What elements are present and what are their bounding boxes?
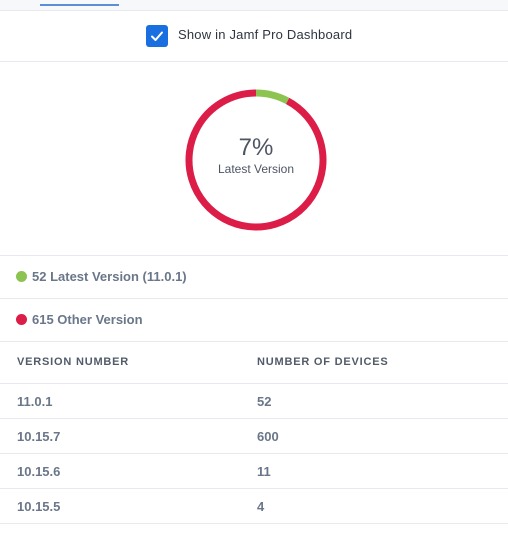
legend-item-latest: 52 Latest Version (11.0.1) (0, 256, 508, 299)
latest-version-percent: 7% (238, 134, 274, 161)
show-in-dashboard-checkbox[interactable] (146, 25, 168, 47)
version-table-header: VERSION NUMBER NUMBER OF DEVICES (0, 342, 508, 384)
version-cell: 10.15.5 (17, 499, 61, 514)
legend-label-other: 615 Other Version (32, 312, 143, 327)
show-in-dashboard-label[interactable]: Show in Jamf Pro Dashboard (178, 27, 353, 42)
tab-bar (0, 0, 508, 11)
legend-item-other: 615 Other Version (0, 299, 508, 342)
version-cell: 10.15.7 (17, 429, 61, 444)
table-row: 10.15.6 11 (0, 454, 508, 489)
device-count-cell: 600 (257, 429, 279, 444)
active-tab-indicator[interactable] (40, 4, 119, 6)
legend-label-latest: 52 Latest Version (11.0.1) (32, 269, 187, 284)
version-cell: 10.15.6 (17, 464, 61, 479)
column-header-devices[interactable]: NUMBER OF DEVICES (257, 356, 389, 368)
latest-version-caption: Latest Version (217, 162, 295, 176)
device-count-cell: 11 (257, 464, 271, 479)
table-row: 10.15.5 4 (0, 489, 508, 524)
device-count-cell: 52 (257, 394, 272, 409)
dashboard-toggle-row: Show in Jamf Pro Dashboard (0, 11, 508, 62)
table-row: 10.15.7 600 (0, 419, 508, 454)
donut-chart (185, 89, 327, 231)
donut-latest-segment (185, 89, 327, 231)
version-cell: 11.0.1 (17, 394, 53, 409)
column-header-version[interactable]: VERSION NUMBER (17, 356, 130, 368)
table-row: 11.0.1 52 (0, 384, 508, 419)
checkmark-icon (151, 31, 163, 41)
latest-color-dot (16, 271, 27, 282)
donut-chart-section: 7% Latest Version (0, 62, 508, 256)
donut-other-segment (185, 89, 327, 231)
other-color-dot (16, 314, 27, 325)
device-count-cell: 4 (257, 499, 265, 514)
